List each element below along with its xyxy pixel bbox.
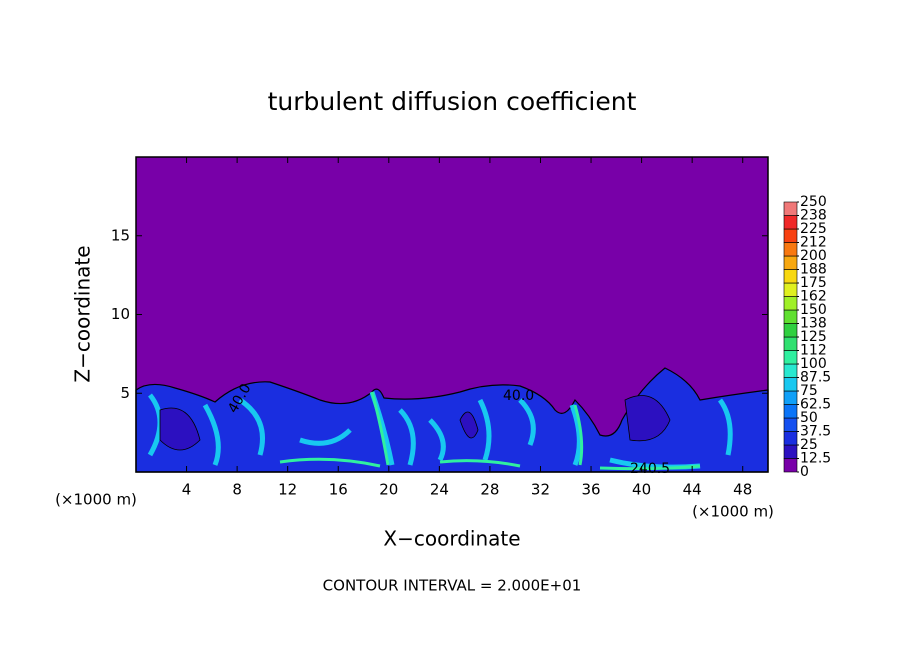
colorbar-label: 87.5 (800, 370, 831, 386)
colorbar-label: 12.5 (800, 451, 831, 467)
colorbar-box (783, 269, 798, 284)
field-high (279, 391, 701, 471)
colorbar-box (783, 350, 798, 365)
x-unit: (×1000 m) (692, 503, 774, 521)
colorbar-label: 37.5 (800, 424, 831, 440)
x-tick-label: 20 (379, 481, 398, 499)
colorbar-label: 100 (800, 356, 827, 372)
y-tick-label: 15 (111, 226, 130, 244)
colorbar-box (783, 336, 798, 351)
footer-note: CONTOUR INTERVAL = 2.000E+01 (323, 577, 582, 595)
field-core (159, 395, 671, 451)
x-unit: (×1000 m) (55, 491, 137, 509)
colorbar-box (783, 282, 798, 297)
y-tick-label: 5 (120, 384, 130, 402)
colorbar-box (783, 309, 798, 324)
colorbar-label: 138 (800, 316, 827, 332)
colorbar-label: 188 (800, 262, 827, 278)
colorbar-box (783, 417, 798, 432)
colorbar-label: 175 (800, 275, 827, 291)
contour-label: 40.0 (503, 388, 534, 404)
colorbar-box (783, 363, 798, 378)
colorbar-box (783, 296, 798, 311)
x-tick-label: 16 (329, 481, 348, 499)
colorbar-box (783, 377, 798, 392)
colorbar-box (783, 404, 798, 419)
colorbar-box (783, 458, 798, 473)
colorbar-box (783, 390, 798, 405)
contour-field: 40.0 40.0 240.5 (135, 157, 769, 477)
x-tick-label: 36 (581, 481, 600, 499)
x-tick-label: 28 (480, 481, 499, 499)
colorbar-label: 0 (800, 464, 809, 480)
x-tick-label: 12 (278, 481, 297, 499)
colorbar-label: 75 (800, 383, 818, 399)
x-tick-label: 4 (182, 481, 192, 499)
colorbar-label: 238 (800, 208, 827, 224)
chart-title: turbulent diffusion coefficient (268, 87, 637, 116)
x-tick-label: 44 (683, 481, 702, 499)
x-tick-label: 48 (733, 481, 752, 499)
x-tick-label: 8 (232, 481, 242, 499)
colorbar-label: 212 (800, 235, 827, 251)
colorbar-box (783, 242, 798, 257)
colorbar-label: 50 (800, 410, 818, 426)
contour-label: 240.5 (630, 461, 670, 477)
field-low (135, 367, 769, 473)
x-tick-label: 40 (632, 481, 651, 499)
x-tick-label: 32 (531, 481, 550, 499)
colorbar-label: 200 (800, 248, 827, 264)
colorbar-box (783, 323, 798, 338)
colorbar-box (783, 201, 798, 216)
x-tick-label: 24 (430, 481, 449, 499)
colorbar-box (783, 215, 798, 230)
colorbar-label: 125 (800, 329, 827, 345)
colorbar-label: 162 (800, 289, 827, 305)
colorbar-label: 62.5 (800, 397, 831, 413)
colorbar-label: 150 (800, 302, 827, 318)
colorbar-label: 250 (800, 194, 827, 210)
y-tick-label: 10 (111, 305, 130, 323)
colorbar-label: 225 (800, 221, 827, 237)
colorbar-label: 25 (800, 437, 818, 453)
colorbar-label: 112 (800, 343, 827, 359)
x-axis-label: X−coordinate (383, 527, 520, 551)
y-axis-label: Z−coordinate (71, 245, 95, 382)
colorbar-box (783, 444, 798, 459)
colorbar-box (783, 431, 798, 446)
colorbar-box (783, 228, 798, 243)
colorbar-box (783, 255, 798, 270)
